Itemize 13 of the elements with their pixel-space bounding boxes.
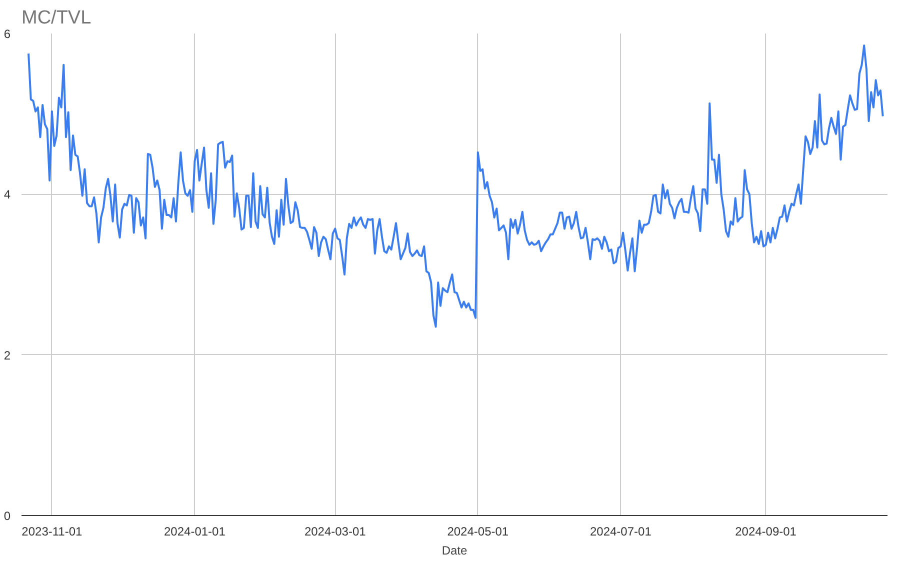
x-tick-label: 2024-03-01 — [304, 524, 366, 538]
line-series — [28, 44, 884, 328]
y-tick-label: 4 — [4, 188, 11, 202]
chart-title: MC/TVL — [22, 8, 92, 28]
x-tick-label: 2024-07-01 — [590, 524, 652, 538]
y-tick-label: 0 — [4, 509, 11, 523]
x-tick-label: 2024-05-01 — [447, 524, 509, 538]
x-axis-title: Date — [442, 544, 468, 558]
x-tick-label: 2024-01-01 — [164, 524, 226, 538]
y-tick-label: 2 — [4, 348, 11, 362]
y-tick-label: 6 — [4, 27, 11, 41]
x-tick-label: 2024-09-01 — [735, 524, 797, 538]
x-tick-label: 2023-11-01 — [22, 524, 82, 538]
